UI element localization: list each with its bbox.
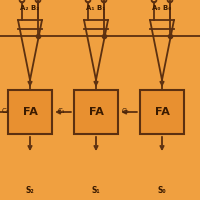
Bar (8, 90, 52, 134)
Text: FA: FA (155, 107, 169, 117)
Bar (140, 90, 184, 134)
Text: C₁: C₁ (57, 108, 65, 114)
Bar (74, 90, 118, 134)
Text: S₁: S₁ (92, 186, 100, 195)
Text: FA: FA (23, 107, 37, 117)
Text: S₂: S₂ (26, 186, 34, 195)
Text: A₁ B₁: A₁ B₁ (86, 5, 106, 11)
Text: S₀: S₀ (158, 186, 166, 195)
Text: C₂: C₂ (1, 108, 9, 114)
Text: A₀ B₀: A₀ B₀ (152, 5, 172, 11)
Text: FA: FA (89, 107, 103, 117)
Text: C₀: C₀ (121, 108, 129, 114)
Text: A₂ B₂: A₂ B₂ (20, 5, 40, 11)
